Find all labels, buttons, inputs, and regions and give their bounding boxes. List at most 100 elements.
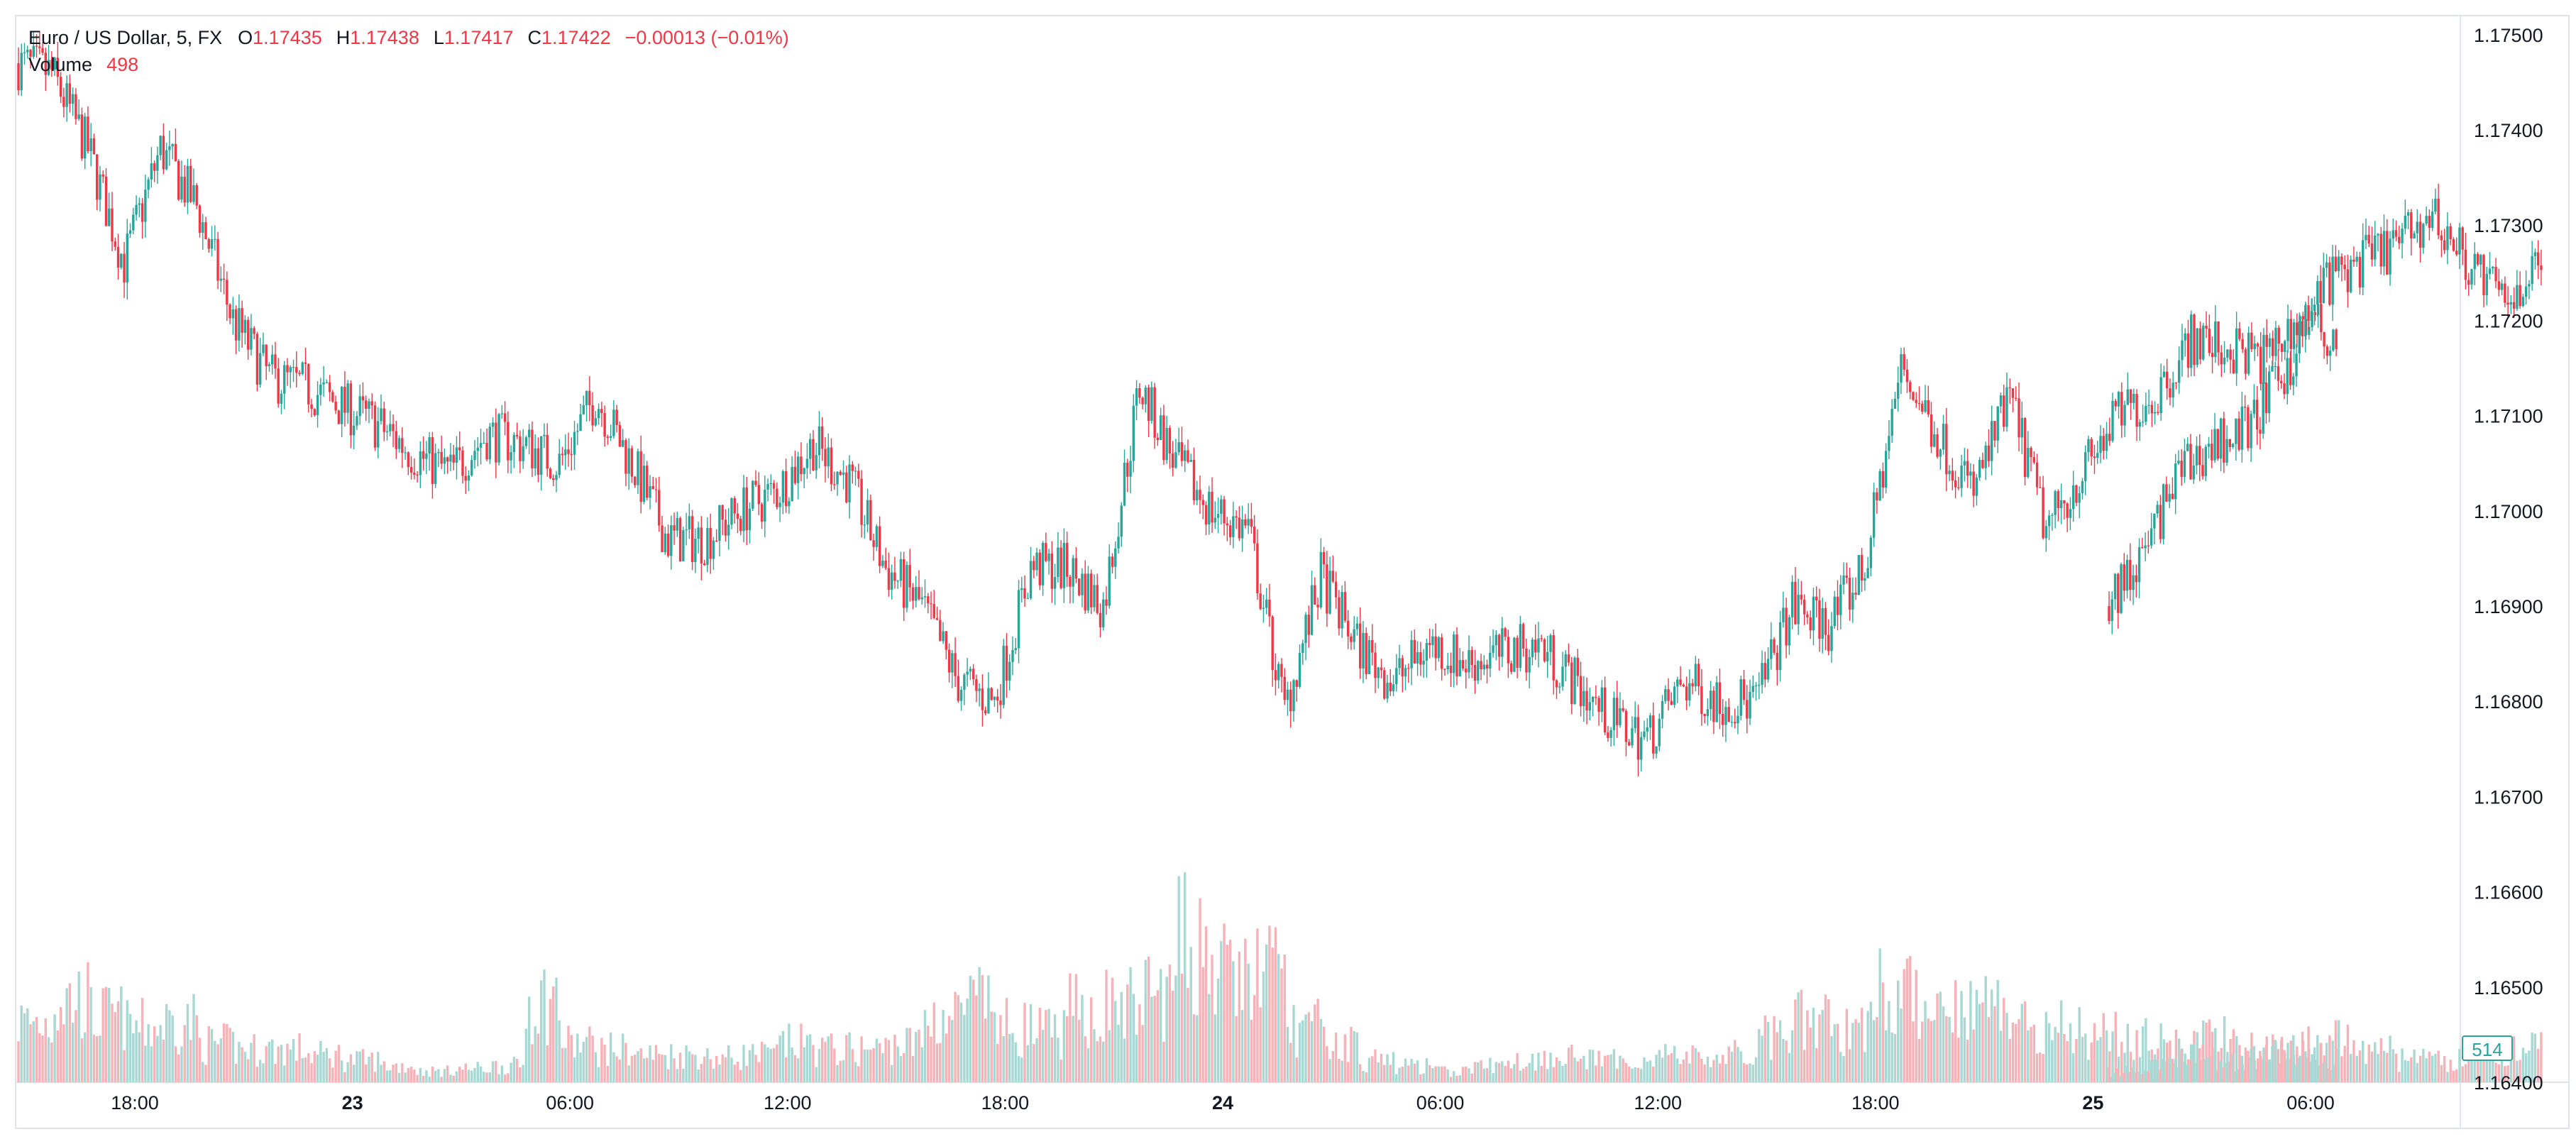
candle-body[interactable] [2219,418,2223,459]
candle-body[interactable] [1567,654,1570,663]
candle-body[interactable] [198,205,202,233]
candle-body[interactable] [1736,715,1739,724]
candle-body[interactable] [1513,637,1516,672]
candle-body[interactable] [2159,505,2162,539]
candle-body[interactable] [2193,314,2196,365]
candle-body[interactable] [1086,573,1090,611]
candle-body[interactable] [114,241,116,247]
candle-body[interactable] [694,539,697,563]
candle-body[interactable] [555,475,558,480]
candle-body[interactable] [1440,637,1443,669]
candle-body[interactable] [500,413,504,414]
candle-body[interactable] [1014,648,1017,651]
candle-body[interactable] [522,446,524,461]
candle-body[interactable] [1718,682,1722,714]
candle-body[interactable] [651,485,654,490]
candle-body[interactable] [1365,632,1367,674]
candle-body[interactable] [1437,637,1441,659]
candle-body[interactable] [1888,436,1890,451]
candle-body[interactable] [1951,471,1954,480]
candle-body[interactable] [2066,503,2069,518]
candle-body[interactable] [1682,684,1685,687]
candle-body[interactable] [2334,256,2338,272]
candle-body[interactable] [1138,388,1141,398]
candle-body[interactable] [2003,395,2005,427]
candle-body[interactable] [685,529,688,531]
candle-body[interactable] [1029,561,1033,599]
candle-body[interactable] [2304,304,2307,337]
candle-body[interactable] [2289,319,2292,349]
candle-body[interactable] [1709,691,1712,710]
candle-body[interactable] [104,176,108,226]
candle-body[interactable] [1268,599,1271,617]
candle-body[interactable] [1627,742,1631,746]
candle-body[interactable] [1893,398,1897,409]
candle-body[interactable] [2244,349,2247,374]
candle-body[interactable] [2488,268,2492,274]
candle-body[interactable] [1930,414,1933,447]
candle-body[interactable] [1802,599,1806,615]
candle-body[interactable] [59,77,62,97]
candle-body[interactable] [1531,639,1534,657]
candle-body[interactable] [766,484,769,490]
candle-body[interactable] [727,524,730,536]
candle-body[interactable] [2204,446,2207,476]
candle-body[interactable] [863,524,866,526]
candle-body[interactable] [120,253,123,268]
candle-body[interactable] [1631,728,1634,746]
candle-body[interactable] [2247,407,2250,449]
candle-body[interactable] [2533,252,2537,256]
candle-body[interactable] [1546,651,1549,661]
candle-body[interactable] [1431,636,1434,646]
candle-body[interactable] [999,700,1002,705]
candle-body[interactable] [697,527,700,539]
candle-body[interactable] [1283,676,1286,700]
candle-body[interactable] [2286,358,2289,395]
candle-body[interactable] [1528,656,1531,673]
candle-body[interactable] [2492,266,2494,269]
candle-body[interactable] [204,222,207,240]
candle-body[interactable] [764,489,766,522]
candle-body[interactable] [993,696,996,700]
candle-body[interactable] [1921,403,1924,412]
candle-body[interactable] [2443,240,2446,251]
candle-body[interactable] [2413,233,2416,238]
candle-body[interactable] [534,448,536,469]
candle-body[interactable] [150,163,153,180]
candle-body[interactable] [1059,547,1062,588]
time-axis[interactable]: 18:00 23 06:00 12:00 18:00 24 06:00 12:00 18:00 2… [111,1092,2335,1113]
candle-body[interactable] [906,565,908,608]
candle-body[interactable] [1851,593,1854,610]
candle-body[interactable] [1008,661,1011,681]
candle-body[interactable] [2497,281,2501,290]
candle-body[interactable] [1800,595,1803,600]
candle-body[interactable] [162,136,165,170]
candle-body[interactable] [2220,352,2223,365]
candle-body[interactable] [180,177,183,200]
candle-body[interactable] [1057,547,1059,578]
candle-body[interactable] [1377,667,1380,678]
candle-body[interactable] [1398,658,1401,669]
candle-body[interactable] [1159,415,1162,440]
candle-body[interactable] [2059,500,2063,509]
candle-body[interactable] [2332,329,2335,351]
candle-body[interactable] [588,390,591,405]
candle-body[interactable] [1129,461,1132,477]
candle-body[interactable] [836,471,839,485]
candle-body[interactable] [1485,664,1489,669]
candle-body[interactable] [585,390,588,405]
candle-body[interactable] [2374,235,2377,260]
candle-body[interactable] [1624,710,1628,742]
candle-body[interactable] [75,94,77,119]
candle-body[interactable] [2289,358,2292,385]
candle-body[interactable] [1274,670,1277,681]
candle-body[interactable] [2011,388,2015,398]
candle-body[interactable] [754,480,757,485]
candle-body[interactable] [1942,424,1945,450]
candle-body[interactable] [2180,461,2183,477]
candle-body[interactable] [2440,235,2443,241]
candle-body[interactable] [2225,439,2228,463]
candle-body[interactable] [1543,639,1546,661]
candle-body[interactable] [2030,448,2032,458]
candle-body[interactable] [1763,663,1767,680]
